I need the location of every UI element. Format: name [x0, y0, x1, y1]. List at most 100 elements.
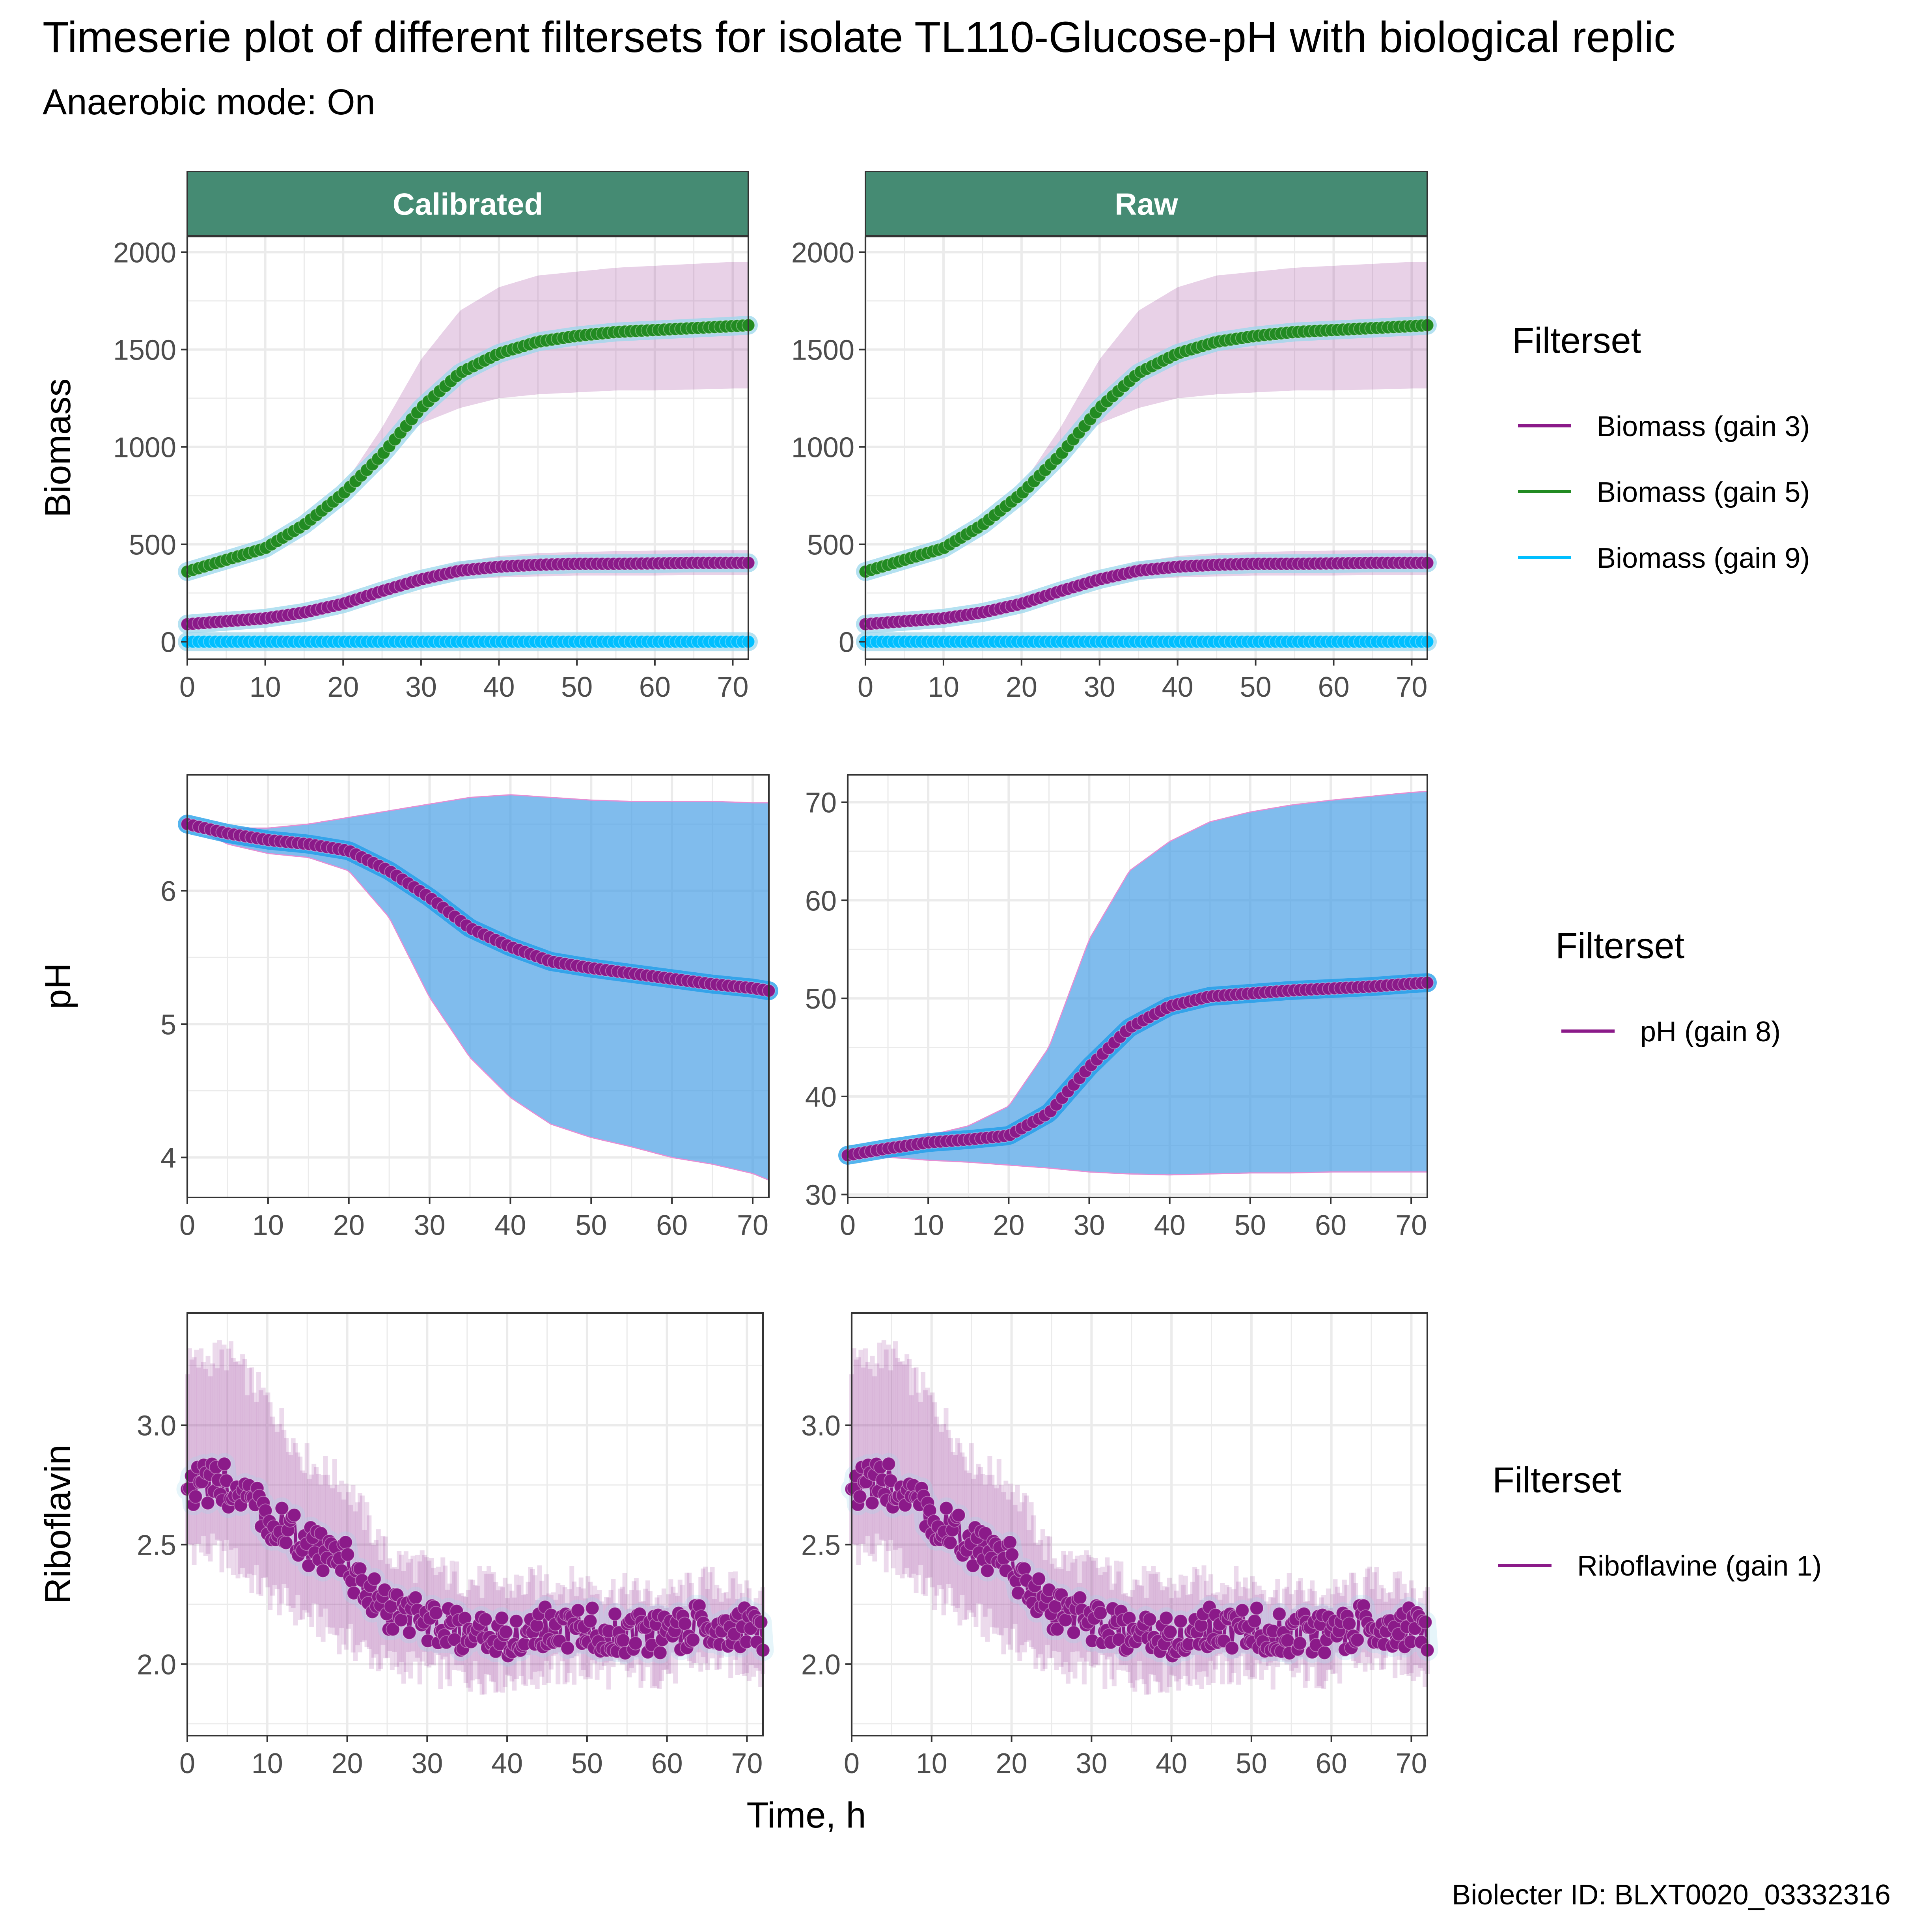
x-tick-label: 60: [656, 1210, 688, 1241]
y-tick-label: 2.0: [801, 1649, 841, 1680]
data-point-riboflavine-gain-1: [677, 1617, 692, 1631]
data-point-riboflavine-gain-1: [478, 1612, 493, 1627]
x-tick-label: 50: [571, 1748, 603, 1779]
data-point-riboflavine-gain-1: [686, 1632, 700, 1647]
x-tick-label: 30: [411, 1748, 443, 1779]
x-tick-label: 60: [639, 671, 671, 703]
data-point-riboflavine-gain-1: [1248, 1614, 1262, 1628]
data-point-riboflavine-gain-1: [1317, 1645, 1332, 1660]
panel-riboflavin-calibrated: 2.0 2.5 3.0 0 10 20 30 40 50 60 70: [137, 1312, 774, 1779]
data-point-riboflavine-gain-1: [753, 1615, 768, 1630]
data-point-riboflavine-gain-1: [340, 1547, 355, 1562]
x-tick-label: 30: [405, 671, 437, 703]
x-tick-label: 40: [1162, 671, 1194, 703]
x-tick-label: 0: [179, 1210, 195, 1241]
facet-strip-calibrated: [186, 171, 749, 237]
data-point-riboflavine-gain-1: [1067, 1625, 1081, 1640]
legend-biomass: Filterset Biomass (gain 3) Biomass (gain 5…: [1512, 321, 1810, 574]
legend-title: Filterset: [1555, 926, 1684, 966]
y-tick-label: 2000: [113, 237, 176, 269]
x-tick-label: 50: [1240, 671, 1272, 703]
data-point-riboflavine-gain-1: [1005, 1547, 1019, 1562]
data-point-riboflavine-gain-1: [1058, 1613, 1073, 1627]
data-point-riboflavine-gain-1: [1350, 1632, 1365, 1647]
y-tick-label: 1500: [791, 335, 854, 366]
x-tick-label: 50: [561, 671, 593, 703]
data-point-riboflavine-gain-1: [1272, 1607, 1287, 1621]
data-point-riboflavine-gain-1: [1143, 1612, 1157, 1627]
x-tick-label: 20: [332, 1748, 363, 1779]
x-tick-label: 50: [1235, 1210, 1266, 1241]
x-tick-label: 10: [252, 1748, 283, 1779]
y-tick-label: 3.0: [137, 1410, 176, 1442]
legends: Filterset Biomass (gain 3) Biomass (gain 5…: [1492, 321, 1822, 1582]
x-tick-label: 0: [858, 671, 873, 703]
y-tick-label: 60: [805, 885, 837, 917]
data-point-riboflavine-gain-1: [980, 1563, 995, 1578]
x-tick-label: 20: [1006, 671, 1037, 703]
chart-title: Timeserie plot of different filtersets f…: [43, 13, 1675, 62]
data-point-riboflavine-gain-1: [316, 1563, 330, 1578]
data-point-riboflavine-gain-1: [188, 1489, 203, 1504]
data-point-riboflavine-gain-1: [951, 1508, 966, 1522]
data-point-riboflavine-gain-1: [884, 1473, 898, 1488]
panel-biomass-calibrated: 0 500 1000 1500 2000 0 10 20 30 40 50 60 70: [113, 236, 758, 703]
data-point-riboflavine-gain-1: [353, 1561, 367, 1576]
x-tick-label: 50: [1236, 1748, 1267, 1779]
x-tick-label: 40: [1156, 1748, 1187, 1779]
x-tick-label: 40: [491, 1748, 523, 1779]
data-point-riboflavine-gain-1: [653, 1645, 668, 1660]
legend-item-label: Riboflavine (gain 1): [1577, 1550, 1822, 1582]
x-tick-label: 20: [333, 1210, 365, 1241]
x-tick-label: 50: [575, 1210, 607, 1241]
y-tick-label: 0: [160, 627, 176, 658]
data-point-riboflavine-gain-1: [1072, 1591, 1087, 1605]
x-tick-label: 10: [916, 1748, 947, 1779]
data-point-riboflavine-gain-1: [217, 1456, 231, 1471]
data-point-riboflavine-gain-1: [1194, 1618, 1208, 1633]
y-tick-label: 1500: [113, 335, 176, 366]
data-point-riboflavine-gain-1: [560, 1641, 575, 1655]
x-tick-label: 0: [179, 671, 195, 703]
data-point-riboflavine-gain-1: [852, 1489, 867, 1504]
data-point-riboflavine-gain-1: [571, 1603, 585, 1618]
y-tick-label: 1000: [113, 432, 176, 464]
x-tick-label: 0: [844, 1748, 860, 1779]
data-point-riboflavine-gain-1: [367, 1572, 382, 1586]
x-tick-label: 10: [928, 671, 959, 703]
data-point-riboflavine-gain-1: [509, 1614, 524, 1628]
data-point-riboflavine-gain-1: [402, 1625, 417, 1640]
x-tick-label: 40: [483, 671, 515, 703]
x-tick-label: 10: [912, 1210, 944, 1241]
x-tick-label: 30: [414, 1210, 446, 1241]
data-point-riboflavine-gain-1: [1342, 1617, 1356, 1631]
data-point-riboflavine-gain-1: [1159, 1611, 1173, 1625]
x-tick-label: 60: [1318, 671, 1349, 703]
y-tick-label: 30: [805, 1180, 837, 1211]
chart-subtitle: Anaerobic mode: On: [43, 82, 375, 122]
data-point-riboflavine-gain-1: [1163, 1624, 1178, 1639]
data-point-riboflavine-gain-1: [499, 1624, 513, 1639]
data-point-riboflavine-gain-1: [1235, 1603, 1249, 1618]
y-tick-label: 500: [129, 530, 176, 561]
x-tick-label: 20: [993, 1210, 1024, 1241]
y-tick-label: 4: [160, 1143, 176, 1174]
data-point-riboflavine-gain-1: [1418, 1615, 1432, 1630]
panel-border: [186, 774, 770, 1198]
x-tick-label: 20: [327, 671, 359, 703]
chart-caption: Biolecter ID: BLXT0020_03332316: [1452, 1879, 1891, 1911]
data-point-riboflavine-gain-1: [1003, 1535, 1017, 1550]
y-tick-label: 2.5: [801, 1529, 841, 1561]
y-tick-label: 6: [160, 876, 176, 907]
panel-border: [186, 236, 749, 660]
y-tick-label: 2.0: [137, 1649, 176, 1680]
x-tick-label: 70: [731, 1748, 763, 1779]
x-tick-label: 60: [651, 1748, 683, 1779]
legend-title: Filterset: [1512, 321, 1641, 361]
data-point-riboflavine-gain-1: [386, 1622, 400, 1636]
legend-item-label: Biomass (gain 5): [1597, 477, 1810, 508]
data-point-riboflavine-gain-1: [1017, 1561, 1031, 1576]
